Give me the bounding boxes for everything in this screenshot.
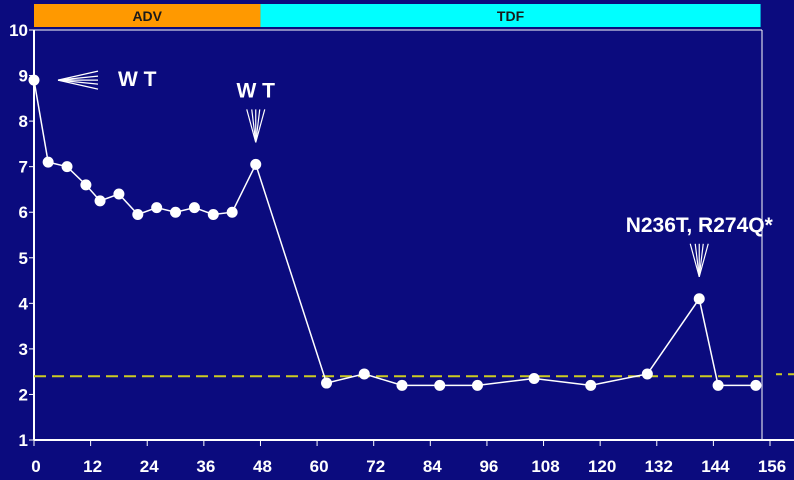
x-tick-label: 12	[83, 457, 102, 476]
annotation-arrow-stroke	[246, 109, 257, 143]
x-tick-label: 108	[531, 457, 559, 476]
x-tick-label: 156	[758, 457, 786, 476]
x-tick-label: 72	[366, 457, 385, 476]
data-point	[94, 195, 106, 207]
y-tick-label: 9	[19, 67, 28, 86]
annotation-label: N236T, R274Q*	[626, 214, 774, 237]
data-point	[113, 188, 125, 200]
y-tick-label: 8	[19, 112, 28, 131]
data-point	[585, 379, 597, 391]
annotations: W T W T N236T, R274Q*	[57, 68, 774, 277]
data-point	[712, 379, 724, 391]
y-tick-label: 10	[9, 21, 28, 40]
data-point	[188, 202, 200, 214]
reference-line-group	[34, 373, 794, 378]
annotation-arrow-stroke	[255, 109, 266, 143]
y-tick-label: 1	[19, 431, 28, 450]
data-point	[321, 377, 333, 389]
data-point	[226, 206, 238, 218]
x-tick-label: 60	[310, 457, 329, 476]
x-tick-label: 120	[588, 457, 616, 476]
annotation-arrow-stroke	[689, 243, 700, 277]
y-tick-label: 3	[19, 340, 28, 359]
annotation-arrow-stroke	[251, 109, 257, 143]
data-point	[471, 379, 483, 391]
annotation-label: W T	[118, 68, 157, 91]
annotation-arrow-stroke	[698, 243, 709, 277]
annotation-arrow-stroke	[57, 75, 99, 81]
x-tick-label: 84	[423, 457, 442, 476]
data-point	[151, 202, 163, 214]
x-tick-label: 144	[701, 457, 730, 476]
x-tick-label: 36	[196, 457, 215, 476]
annotation-arrow-stroke	[255, 109, 261, 143]
data-point	[641, 368, 653, 380]
data-point	[42, 156, 54, 168]
data-point	[28, 74, 40, 86]
data-point	[207, 209, 219, 220]
x-tick-label: 0	[31, 457, 40, 476]
data-point	[750, 379, 762, 391]
data-point	[528, 373, 540, 384]
y-tick-label: 7	[19, 158, 28, 177]
data-point	[80, 179, 92, 191]
x-tick-label: 132	[645, 457, 673, 476]
data-point	[358, 368, 370, 380]
phase-bars: ADV TDF	[34, 4, 761, 27]
data-point	[132, 209, 144, 220]
data-point	[434, 379, 446, 391]
data-point	[693, 293, 705, 305]
y-tick-label: 5	[19, 249, 28, 268]
phase-label-adv: ADV	[132, 8, 162, 24]
data-point	[396, 379, 408, 391]
y-tick-label: 2	[19, 385, 28, 404]
data-point	[250, 158, 262, 170]
phase-bar-tdf	[260, 4, 761, 27]
x-tick-label: 96	[479, 457, 498, 476]
y-tick-label: 6	[19, 203, 28, 222]
x-tick-label: 48	[253, 457, 272, 476]
annotation-arrow-stroke	[57, 79, 99, 90]
annotation-arrow-stroke	[694, 243, 700, 277]
annotation-arrow-stroke	[57, 70, 99, 81]
annotation-label: W T	[237, 79, 276, 102]
series-group	[28, 74, 762, 391]
annotation-arrow-stroke	[698, 243, 704, 277]
data-point	[170, 206, 182, 218]
annotation-arrow-stroke	[57, 79, 99, 85]
y-tick-label: 4	[19, 294, 29, 313]
x-tick-label: 24	[140, 457, 159, 476]
phase-bar-adv	[34, 4, 261, 27]
phase-label-tdf: TDF	[497, 8, 525, 24]
data-point	[61, 161, 73, 173]
